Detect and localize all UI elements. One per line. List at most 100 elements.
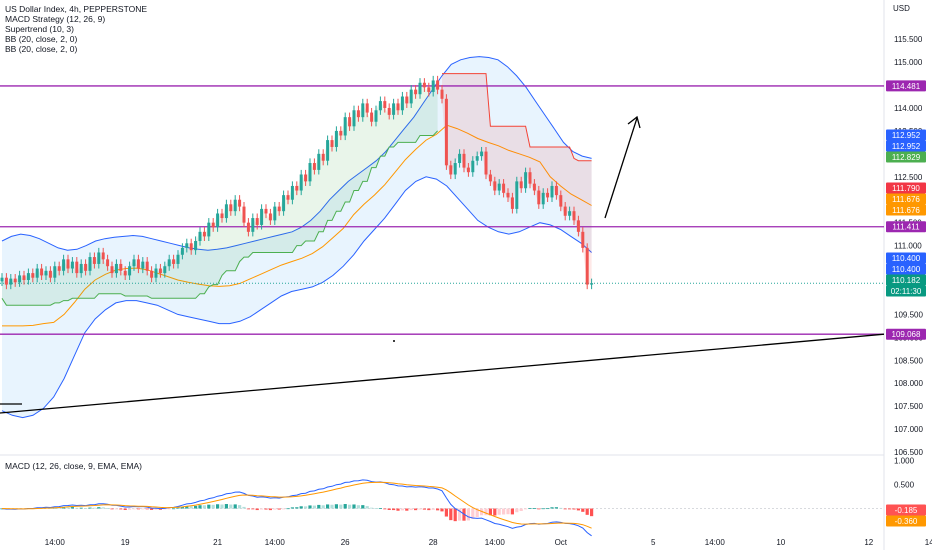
- time-tick-label: 5: [651, 538, 656, 547]
- macd-histogram-bar: [488, 508, 492, 516]
- candle-body: [370, 112, 374, 122]
- macd-histogram-bar: [378, 508, 382, 509]
- macd-histogram-bar: [506, 508, 510, 515]
- candle-body: [480, 151, 484, 157]
- level-price-label-bg: [886, 221, 926, 233]
- candle-body: [194, 241, 198, 251]
- macd-histogram-bar: [176, 507, 180, 509]
- macd-histogram-bar: [246, 508, 250, 510]
- price-tick-label: 111.000: [894, 242, 922, 251]
- macd-histogram-bar: [396, 508, 400, 511]
- macd-histogram-bar: [57, 507, 61, 509]
- macd-histogram-bar: [180, 506, 184, 509]
- candle-body: [537, 190, 541, 205]
- macd-histogram-bar: [255, 508, 259, 511]
- candle-body: [202, 231, 206, 237]
- candle-body: [4, 277, 8, 285]
- candle-body: [334, 130, 338, 147]
- candle-body: [295, 185, 299, 191]
- macd-histogram-bar: [568, 508, 572, 510]
- candle-body: [229, 204, 233, 212]
- macd-histogram-bar: [84, 508, 88, 509]
- macd-histogram-bar: [546, 508, 550, 510]
- macd-histogram-bar: [264, 508, 268, 510]
- candle-body: [590, 283, 594, 285]
- candle-body: [488, 174, 492, 182]
- candle-body: [18, 275, 22, 283]
- candle-body: [444, 98, 448, 166]
- macd-histogram-bar: [418, 508, 422, 510]
- macd-histogram-bar: [194, 505, 198, 509]
- candle-body: [13, 278, 17, 283]
- candle-body: [101, 252, 105, 260]
- candle-body: [0, 277, 4, 282]
- symbol-title[interactable]: US Dollar Index, 4h, PEPPERSTONE: [5, 4, 148, 14]
- macd-histogram-bar: [70, 507, 74, 509]
- bar-countdown-label-bg: [886, 285, 926, 297]
- indicator-bb-2[interactable]: BB (20, close, 2, 0): [5, 44, 78, 54]
- candle-body: [264, 208, 268, 214]
- candle-body: [378, 101, 382, 111]
- indicator-price-label: 112.829: [892, 153, 921, 162]
- candle-body: [132, 259, 136, 267]
- supertrend-down-line: [442, 73, 592, 162]
- current-price-label-bg: [886, 274, 926, 286]
- macd-histogram-bar: [251, 508, 255, 510]
- candle-body: [92, 257, 96, 264]
- macd-histogram-bar: [141, 508, 145, 510]
- candle-body: [576, 220, 580, 232]
- candle-body: [53, 266, 57, 278]
- indicator-price-label-bg: [886, 140, 926, 152]
- candle-body: [26, 273, 30, 280]
- candle-body: [572, 211, 576, 221]
- macd-histogram-bar: [277, 508, 281, 510]
- time-tick-label: 14:00: [265, 538, 286, 547]
- candle-body: [57, 266, 61, 271]
- candle-body: [255, 218, 259, 225]
- macd-histogram-bar: [502, 508, 506, 515]
- macd-legend[interactable]: MACD (12, 26, close, 9, EMA, EMA): [5, 461, 142, 471]
- candle-body: [224, 204, 228, 219]
- candle-body: [185, 243, 189, 248]
- forecast-arrow-head: [627, 115, 641, 129]
- macd-histogram-bar: [581, 508, 585, 512]
- price-tick-label: 115.000: [894, 58, 923, 67]
- macd-histogram-bar: [524, 508, 528, 510]
- macd-histogram-bar: [207, 504, 211, 509]
- candle-body: [9, 278, 13, 285]
- macd-histogram-bar: [167, 508, 171, 510]
- candle-body: [268, 213, 272, 221]
- indicator-supertrend[interactable]: Supertrend (10, 3): [5, 24, 74, 34]
- macd-value-label-bg: [886, 504, 926, 516]
- indicator-macd-strategy[interactable]: MACD Strategy (12, 26, 9): [5, 14, 106, 24]
- macd-histogram-bar: [260, 508, 264, 510]
- time-tick-label: 14:00: [485, 538, 506, 547]
- candle-body: [519, 181, 523, 189]
- macd-histogram-bar: [101, 507, 105, 509]
- macd-histogram-bar: [136, 508, 140, 510]
- macd-histogram-bar: [224, 504, 228, 509]
- candle-body: [449, 165, 453, 175]
- bb-fill: [2, 56, 592, 418]
- macd-histogram-bar: [427, 508, 431, 511]
- candle-body: [528, 172, 532, 184]
- candle-body: [189, 243, 193, 251]
- candle-body: [431, 80, 435, 92]
- indicator-price-label-bg: [886, 193, 926, 205]
- candle-body: [546, 192, 550, 198]
- price-tick-label: 115.500: [894, 35, 923, 44]
- candle-body: [123, 270, 127, 276]
- indicator-price-label-bg: [886, 252, 926, 264]
- candle-body: [31, 273, 35, 278]
- candle-body: [339, 130, 343, 136]
- candle-body: [70, 261, 74, 269]
- indicator-bb-1[interactable]: BB (20, close, 2, 0): [5, 34, 78, 44]
- time-tick-label: Oct: [555, 538, 568, 547]
- macd-histogram-bar: [312, 505, 316, 509]
- candle-body: [88, 257, 92, 271]
- candle-body: [242, 206, 246, 223]
- candle-body: [493, 181, 497, 191]
- marker-dot: [393, 340, 395, 342]
- price-tick-label: 109.500: [894, 310, 923, 319]
